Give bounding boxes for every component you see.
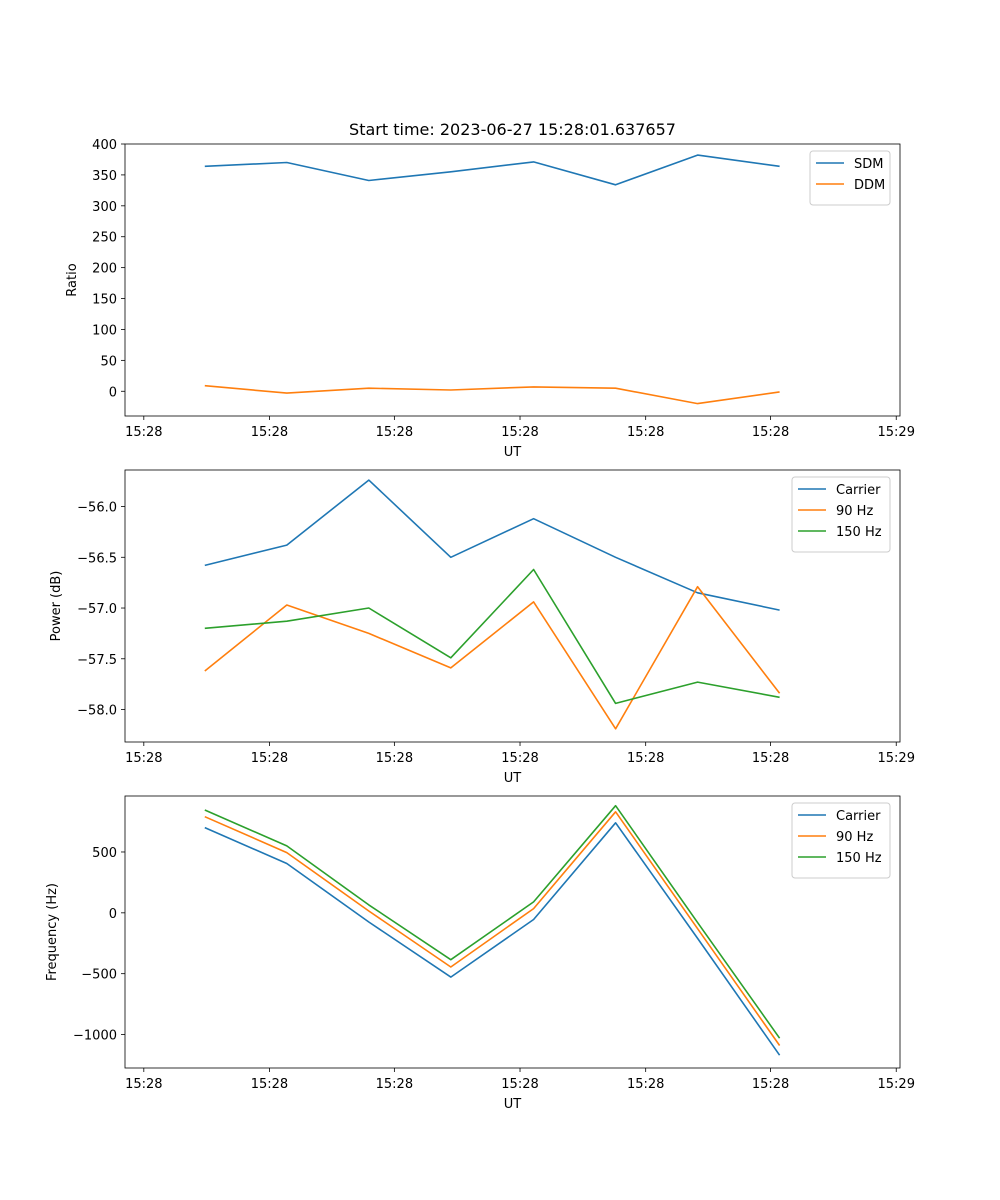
chart-panel-2: 15:28 15:28 15:28 15:28 15:28 15:28 15:29 −58.0…	[49, 469, 915, 786]
series-line-150-hz	[204, 804, 781, 1039]
y-tick-label: −58.0	[77, 704, 117, 719]
series-line-carrier	[204, 821, 781, 1056]
y-tick-label: 300	[92, 200, 117, 215]
x-tick-label: 15:28	[501, 1077, 538, 1092]
chart-panel-3: 15:28 15:28 15:28 15:28 15:28 15:28 15:29 −1000…	[45, 795, 915, 1112]
x-tick-label: 15:28	[627, 751, 664, 766]
x-tick-label: 15:28	[376, 751, 413, 766]
x-tick-label: 15:29	[878, 1077, 915, 1092]
x-tick-label: 15:28	[125, 425, 162, 440]
x-tick-label: 15:28	[501, 751, 538, 766]
x-tick-label: 15:28	[752, 1077, 789, 1092]
y-tick-label: −500	[81, 968, 117, 983]
x-axis-label: UT	[504, 445, 522, 460]
legend-label: Carrier	[836, 809, 881, 824]
x-tick-label: 15:29	[878, 751, 915, 766]
y-tick-label: 150	[92, 293, 117, 308]
legend-label: DDM	[854, 178, 885, 193]
x-tick-label: 15:28	[376, 425, 413, 440]
y-tick-label: 50	[100, 354, 117, 369]
x-tick-label: 15:28	[125, 1077, 162, 1092]
x-axis-label: UT	[504, 1097, 522, 1112]
plot-frame	[124, 795, 901, 1069]
y-tick-label: −56.0	[77, 501, 117, 516]
x-tick-label: 15:28	[125, 751, 162, 766]
y-tick-label: −57.0	[77, 602, 117, 617]
x-tick-label: 15:28	[251, 1077, 288, 1092]
y-tick-label: 0	[109, 907, 117, 922]
x-tick-label: 15:28	[251, 751, 288, 766]
y-tick-label: 500	[92, 846, 117, 861]
x-tick-label: 15:28	[752, 425, 789, 440]
series-line-90-hz	[204, 585, 781, 730]
legend: SDM DDM	[809, 150, 891, 206]
plot-frame	[124, 143, 901, 417]
series-line-sdm	[204, 154, 780, 186]
legend: Carrier 90 Hz 150 Hz	[791, 476, 891, 553]
y-axis-label: Frequency (Hz)	[45, 883, 60, 981]
x-tick-label: 15:28	[627, 1077, 664, 1092]
y-tick-label: −56.5	[77, 551, 117, 566]
y-tick-label: 250	[92, 231, 117, 246]
series-line-ddm	[204, 384, 780, 405]
y-tick-label: 400	[92, 138, 117, 153]
legend-label: 90 Hz	[836, 830, 873, 845]
y-tick-label: 350	[92, 169, 117, 184]
legend-label: SDM	[854, 157, 883, 172]
series-line-150-hz	[204, 568, 780, 705]
legend-label: 150 Hz	[836, 851, 882, 866]
y-axis-label: Ratio	[65, 263, 80, 296]
legend: Carrier 90 Hz 150 Hz	[791, 802, 891, 879]
series-line-90-hz	[204, 810, 781, 1046]
x-tick-label: 15:28	[501, 425, 538, 440]
legend-label: 150 Hz	[836, 525, 882, 540]
y-tick-label: 100	[92, 323, 117, 338]
legend-box	[791, 476, 891, 553]
y-axis-label: Power (dB)	[49, 571, 64, 642]
y-tick-label: −1000	[73, 1029, 117, 1044]
legend-box	[809, 150, 891, 206]
x-tick-label: 15:28	[376, 1077, 413, 1092]
plot-frame	[124, 469, 901, 743]
series-line-carrier	[204, 479, 780, 611]
x-axis-label: UT	[504, 771, 522, 786]
y-tick-label: −57.5	[77, 653, 117, 668]
x-tick-label: 15:28	[627, 425, 664, 440]
y-tick-label: 200	[92, 262, 117, 277]
legend-box	[791, 802, 891, 879]
x-tick-label: 15:29	[878, 425, 915, 440]
chart-panel-1: Start time: 2023-06-27 15:28:01.637657 15…	[65, 120, 915, 460]
y-tick-label: 0	[109, 385, 117, 400]
legend-label: 90 Hz	[836, 504, 873, 519]
x-tick-label: 15:28	[752, 751, 789, 766]
legend-label: Carrier	[836, 483, 881, 498]
x-tick-label: 15:28	[251, 425, 288, 440]
chart-title: Start time: 2023-06-27 15:28:01.637657	[349, 120, 676, 139]
